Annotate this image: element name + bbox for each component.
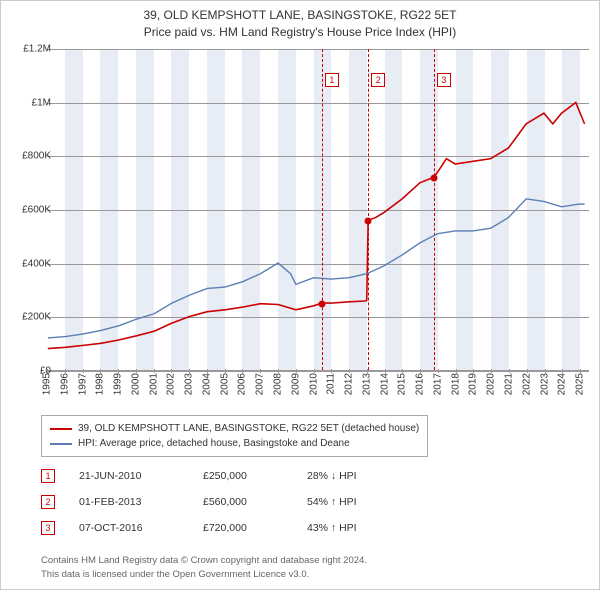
x-axis-tick-label: 2024 xyxy=(557,373,568,395)
x-axis-tick-label: 2000 xyxy=(130,373,141,395)
x-axis-tick-label: 1999 xyxy=(113,373,124,395)
x-axis-tick-label: 1998 xyxy=(95,373,106,395)
event-table: 1 21-JUN-2010 £250,000 28% ↓ HPI 2 01-FEB-201… xyxy=(41,463,357,541)
y-axis-tick-label: £1M xyxy=(32,97,51,108)
y-axis-tick-label: £600K xyxy=(22,205,51,216)
event-date: 21-JUN-2010 xyxy=(79,470,179,482)
event-number-box: 2 xyxy=(41,495,55,509)
x-axis-tick-label: 2010 xyxy=(308,373,319,395)
title-line-1: 39, OLD KEMPSHOTT LANE, BASINGSTOKE, RG2… xyxy=(1,7,599,24)
series-line-hpi xyxy=(48,199,585,338)
event-hpi-diff: 43% ↑ HPI xyxy=(307,522,357,534)
legend-label: 39, OLD KEMPSHOTT LANE, BASINGSTOKE, RG2… xyxy=(78,421,419,436)
y-axis-tick-label: £400K xyxy=(22,258,51,269)
x-axis-tick-label: 2009 xyxy=(290,373,301,395)
x-axis-tick-label: 2013 xyxy=(361,373,372,395)
footer-line-2: This data is licensed under the Open Gov… xyxy=(41,568,367,581)
x-axis-tick-label: 2004 xyxy=(201,373,212,395)
house-price-chart-page: 39, OLD KEMPSHOTT LANE, BASINGSTOKE, RG2… xyxy=(0,0,600,590)
y-axis-tick-label: £800K xyxy=(22,151,51,162)
y-axis-tick-label: £200K xyxy=(22,312,51,323)
event-row: 3 07-OCT-2016 £720,000 43% ↑ HPI xyxy=(41,515,357,541)
x-axis-tick-label: 2006 xyxy=(237,373,248,395)
title-block: 39, OLD KEMPSHOTT LANE, BASINGSTOKE, RG2… xyxy=(1,1,599,43)
x-axis-labels: 1995199619971998199920002001200220032004… xyxy=(47,373,589,413)
x-axis-tick-label: 2007 xyxy=(255,373,266,395)
event-price: £720,000 xyxy=(203,522,283,534)
event-hpi-diff: 28% ↓ HPI xyxy=(307,470,357,482)
chart-lines-svg xyxy=(47,49,589,370)
footer-line-1: Contains HM Land Registry data © Crown c… xyxy=(41,554,367,567)
legend-row: HPI: Average price, detached house, Basi… xyxy=(50,436,419,451)
x-axis-tick-label: 2003 xyxy=(184,373,195,395)
event-row: 1 21-JUN-2010 £250,000 28% ↓ HPI xyxy=(41,463,357,489)
x-axis-tick-label: 2012 xyxy=(344,373,355,395)
x-axis-tick-label: 2018 xyxy=(450,373,461,395)
x-axis-tick-label: 2011 xyxy=(326,373,337,395)
event-hpi-diff: 54% ↑ HPI xyxy=(307,496,357,508)
x-axis-tick-label: 2016 xyxy=(415,373,426,395)
y-axis-tick-label: £1.2M xyxy=(23,44,51,55)
event-date: 01-FEB-2013 xyxy=(79,496,179,508)
legend-box: 39, OLD KEMPSHOTT LANE, BASINGSTOKE, RG2… xyxy=(41,415,428,457)
x-axis-tick-label: 2001 xyxy=(148,373,159,395)
chart-plot-area: 123 xyxy=(47,49,589,371)
x-axis-tick-label: 1995 xyxy=(42,373,53,395)
y-gridline xyxy=(47,371,589,372)
x-axis-tick-label: 2023 xyxy=(539,373,550,395)
x-axis-tick-label: 2020 xyxy=(486,373,497,395)
x-axis-tick-label: 2002 xyxy=(166,373,177,395)
x-axis-tick-label: 2025 xyxy=(575,373,586,395)
x-axis-tick-label: 2015 xyxy=(397,373,408,395)
legend-label: HPI: Average price, detached house, Basi… xyxy=(78,436,350,451)
footer-attribution: Contains HM Land Registry data © Crown c… xyxy=(41,554,367,581)
legend-swatch xyxy=(50,428,72,430)
series-line-property xyxy=(48,103,585,349)
x-axis-tick-label: 2008 xyxy=(273,373,284,395)
x-axis-tick-label: 2005 xyxy=(219,373,230,395)
event-price: £560,000 xyxy=(203,496,283,508)
event-date: 07-OCT-2016 xyxy=(79,522,179,534)
event-number-box: 3 xyxy=(41,521,55,535)
event-price: £250,000 xyxy=(203,470,283,482)
event-row: 2 01-FEB-2013 £560,000 54% ↑ HPI xyxy=(41,489,357,515)
x-axis-tick-label: 1997 xyxy=(77,373,88,395)
x-axis-tick-label: 2019 xyxy=(468,373,479,395)
legend-swatch xyxy=(50,443,72,445)
x-axis-tick-label: 1996 xyxy=(59,373,70,395)
x-axis-tick-label: 2021 xyxy=(504,373,515,395)
title-line-2: Price paid vs. HM Land Registry's House … xyxy=(1,24,599,41)
legend-row: 39, OLD KEMPSHOTT LANE, BASINGSTOKE, RG2… xyxy=(50,421,419,436)
event-number-box: 1 xyxy=(41,469,55,483)
x-axis-tick-label: 2014 xyxy=(379,373,390,395)
x-axis-tick-label: 2017 xyxy=(432,373,443,395)
x-axis-tick-label: 2022 xyxy=(521,373,532,395)
